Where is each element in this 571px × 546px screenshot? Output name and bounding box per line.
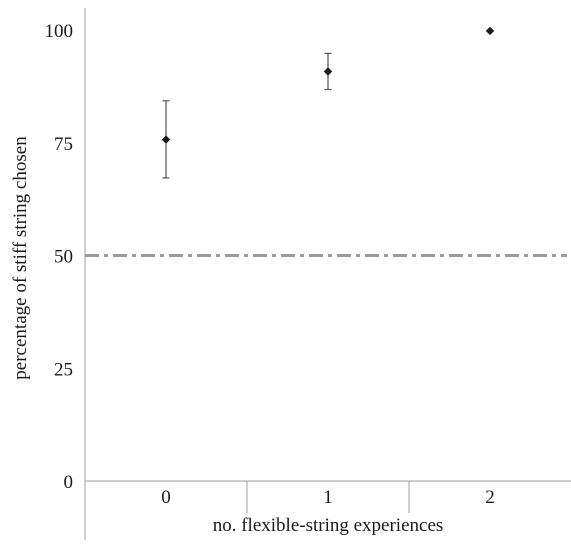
data-point: [161, 135, 171, 144]
y-axis-title: percentage of stiff string chosen: [10, 136, 31, 380]
x-tick-label: 1: [323, 487, 333, 508]
x-tick-label: 0: [161, 487, 171, 508]
y-tick-label: 25: [54, 359, 73, 380]
y-tick-label: 0: [64, 472, 74, 493]
data-points: [161, 26, 495, 144]
data-point: [323, 67, 333, 76]
x-tick-label: 2: [485, 487, 495, 508]
x-category-dividers: [246, 481, 410, 513]
y-tick-label: 50: [54, 247, 73, 268]
y-tick-labels: 0 25 50 75 100: [45, 21, 74, 493]
y-tick-label: 100: [45, 21, 74, 42]
y-tick-label: 75: [54, 134, 73, 155]
x-tick-labels: 0 1 2: [161, 487, 495, 508]
axes: [84, 8, 571, 540]
error-bars: [162, 52, 332, 179]
data-point: [485, 26, 495, 36]
x-axis-title: no. flexible-string experiences: [213, 515, 444, 536]
